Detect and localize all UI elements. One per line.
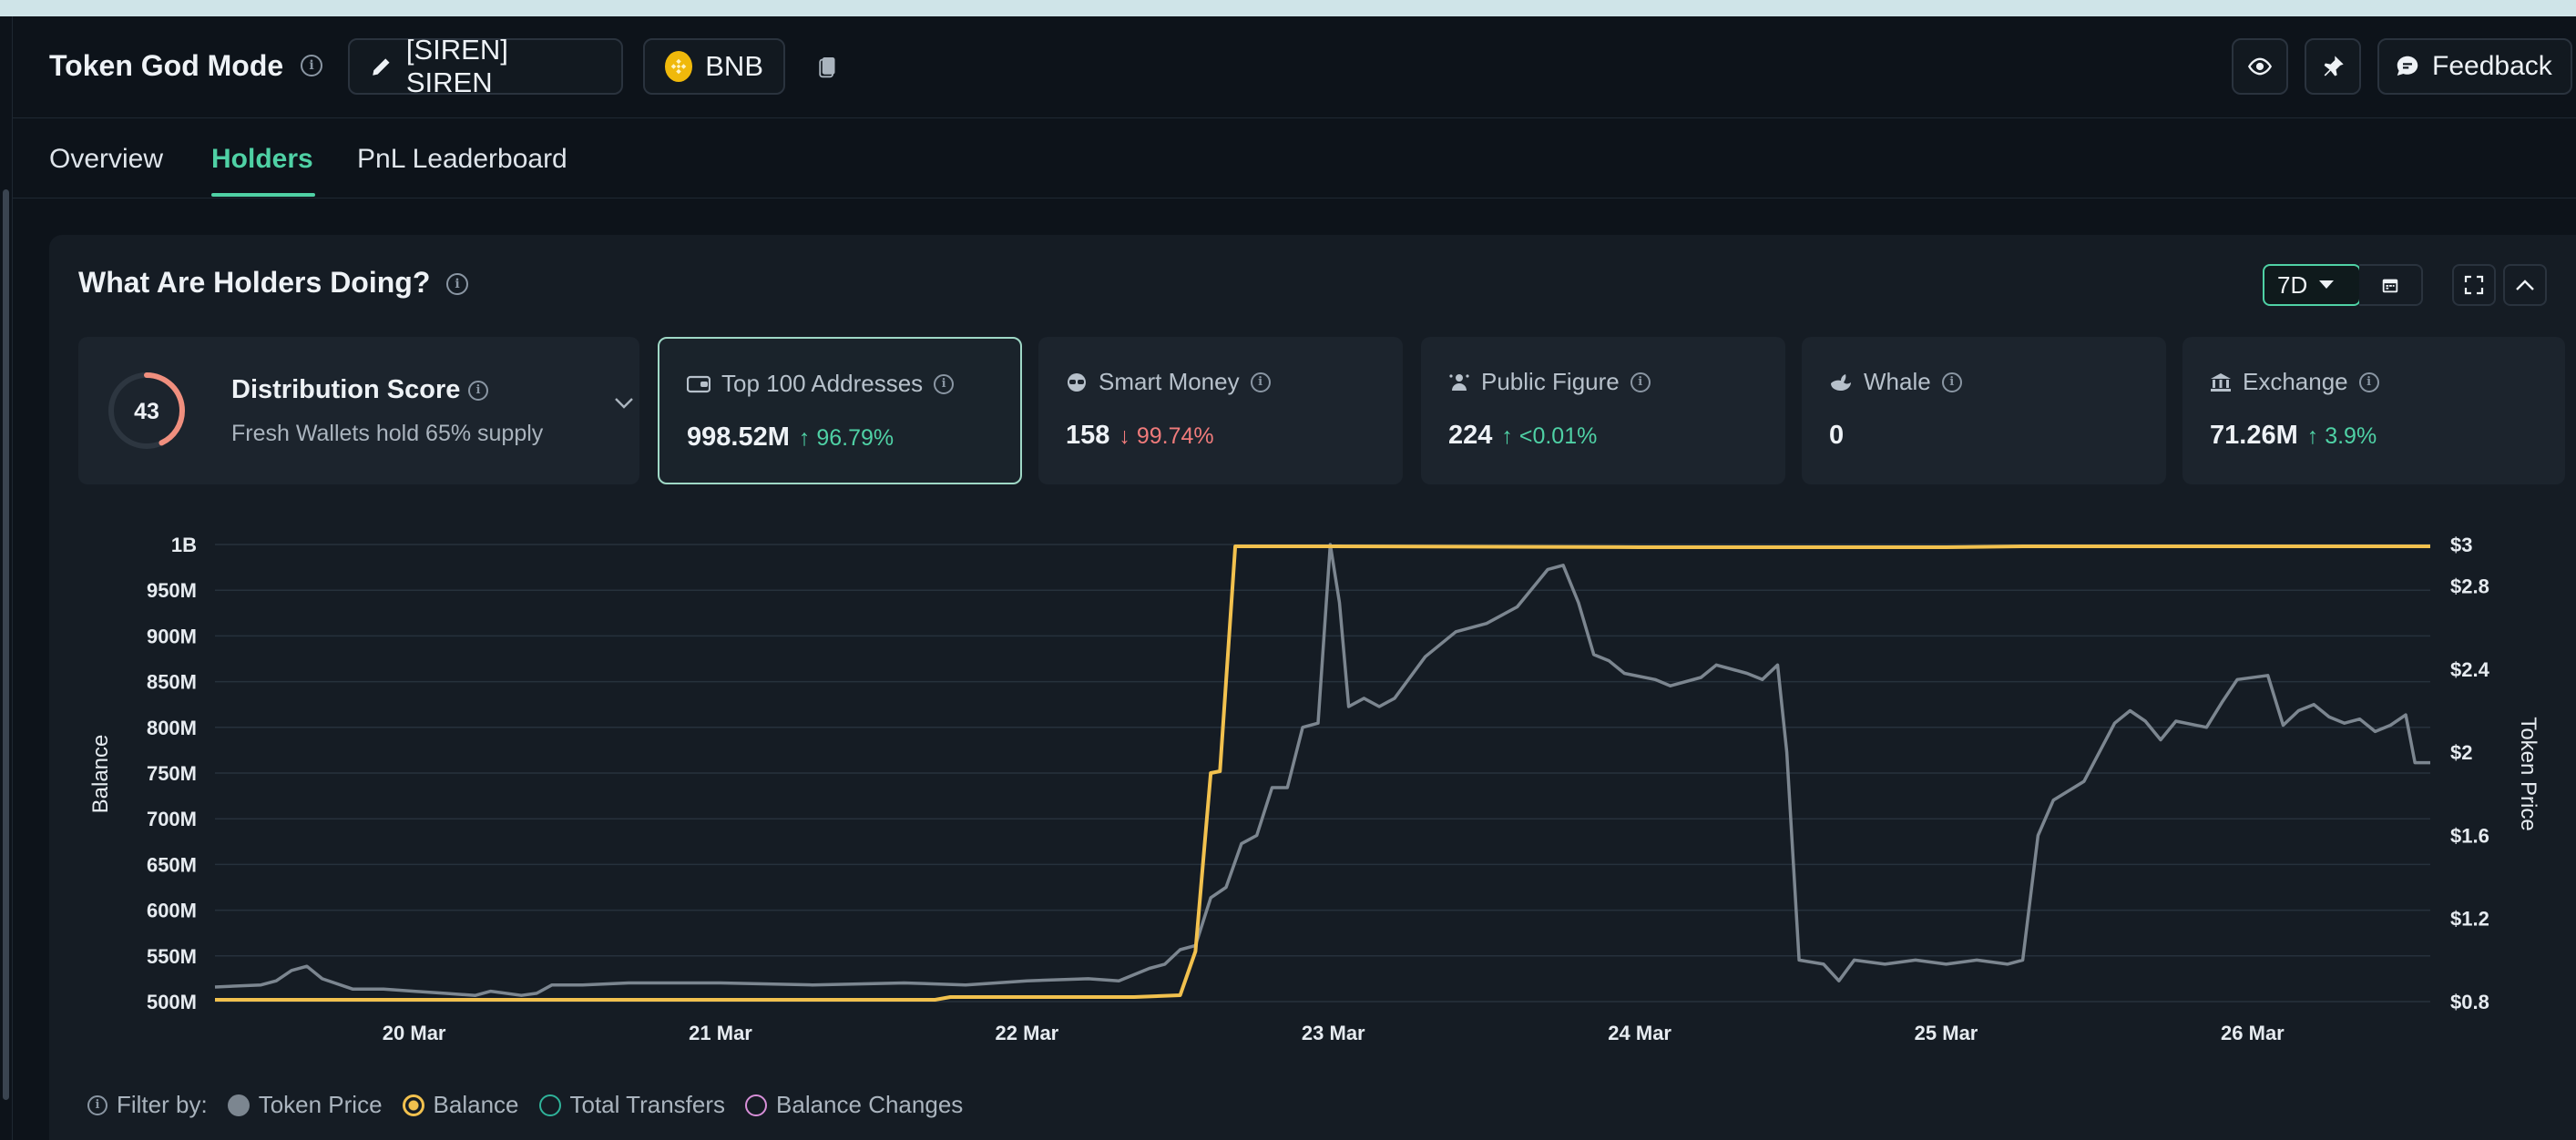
info-icon[interactable]: i	[301, 55, 322, 76]
change-up-indicator: ↑ <0.01%	[1501, 423, 1598, 449]
stat-card-whale[interactable]: Whale i 0	[1802, 337, 2166, 484]
info-icon[interactable]: i	[934, 373, 955, 394]
info-icon[interactable]: i	[446, 273, 468, 295]
chain-label: BNB	[705, 50, 763, 82]
tab-holders[interactable]: Holders	[211, 144, 313, 174]
collapse-button[interactable]	[2503, 264, 2547, 306]
distribution-score-card[interactable]: 43 Distribution Score i Fresh Wallets ho…	[78, 337, 639, 484]
fullscreen-button[interactable]	[2452, 264, 2496, 306]
card-label: Exchange	[2243, 368, 2348, 395]
filter-balance[interactable]: Balance	[402, 1091, 519, 1119]
stat-card-smart-money[interactable]: Smart Money i 158 ↓ 99.74%	[1038, 337, 1403, 484]
card-value: 998.52M	[687, 422, 790, 452]
distribution-score-value: 43	[134, 399, 159, 424]
tab-overview[interactable]: Overview	[49, 144, 164, 174]
stat-card-top-100-addresses[interactable]: Top 100 Addresses i 998.52M ↑ 96.79%	[658, 337, 1022, 484]
calendar-icon	[2382, 279, 2398, 293]
chain-selector[interactable]: BNB	[643, 38, 785, 95]
active-tab-indicator	[211, 193, 315, 197]
token-price-legend-dot	[227, 1094, 250, 1116]
app-header: Token God Mode i [SIREN] SIREN BNB Feedb…	[13, 16, 2576, 118]
panel-title: What Are Holders Doing?	[78, 266, 431, 299]
filter-label: Filter by:	[117, 1091, 208, 1118]
distribution-score-gauge: 43	[108, 372, 185, 449]
info-icon[interactable]: i	[87, 1094, 107, 1115]
card-value: 224	[1448, 421, 1493, 450]
wallet-icon	[687, 375, 710, 392]
browser-top-strip	[0, 0, 2576, 16]
info-icon[interactable]: i	[1630, 372, 1651, 392]
pin-button[interactable]	[2305, 38, 2361, 95]
card-value: 71.26M	[2210, 421, 2298, 450]
filter-token-price[interactable]: Token Price	[227, 1091, 383, 1119]
watch-button[interactable]	[2232, 38, 2288, 95]
token-label: [SIREN] SIREN	[405, 34, 508, 98]
tab-pnl-leaderboard[interactable]: PnL Leaderboard	[357, 144, 567, 174]
card-label: Top 100 Addresses	[721, 370, 924, 397]
eye-icon	[2247, 57, 2273, 76]
public-figure-icon	[1449, 373, 1469, 391]
expand-icon	[2464, 275, 2484, 295]
distribution-score-title: Distribution Score	[231, 375, 461, 404]
info-icon[interactable]: i	[1250, 372, 1271, 392]
smart-money-icon	[1068, 372, 1086, 392]
feedback-label: Feedback	[2432, 51, 2552, 81]
app-title: Token God Mode	[49, 49, 284, 82]
whale-icon	[1831, 373, 1851, 391]
page-scrollbar[interactable]	[0, 16, 13, 1140]
chevron-up-icon	[2516, 280, 2534, 290]
feedback-button[interactable]: Feedback	[2377, 38, 2572, 95]
chevron-down-icon	[2319, 280, 2335, 289]
change-up-indicator: ↑ 96.79%	[798, 425, 894, 451]
pin-icon	[2324, 56, 2344, 76]
card-label: Whale	[1864, 368, 1931, 395]
card-label: Public Figure	[1481, 368, 1620, 395]
period-dropdown[interactable]: 7D	[2263, 264, 2361, 306]
stat-card-public-figure[interactable]: Public Figure i 224 ↑ <0.01%	[1421, 337, 1785, 484]
chart-filter: i Filter by: Token Price Balance Total T…	[87, 1091, 963, 1119]
info-icon[interactable]: i	[2358, 372, 2379, 392]
total-transfers-legend-dot	[538, 1094, 561, 1116]
bnb-chain-icon	[665, 51, 693, 82]
card-value: 0	[1829, 421, 1845, 450]
change-down-indicator: ↓ 99.74%	[1119, 423, 1214, 449]
info-icon[interactable]: i	[468, 381, 488, 401]
pencil-icon	[373, 58, 390, 76]
stat-card-exchange[interactable]: Exchange i 71.26M ↑ 3.9%	[2182, 337, 2565, 484]
copy-icon[interactable]	[814, 53, 842, 80]
balance-changes-legend-dot	[745, 1094, 768, 1116]
scrollbar-thumb[interactable]	[3, 189, 9, 1100]
distribution-score-subtitle: Fresh Wallets hold 65% supply	[231, 421, 544, 446]
date-range-button[interactable]	[2359, 264, 2423, 306]
filter-total-transfers[interactable]: Total Transfers	[538, 1091, 725, 1119]
tab-bar: Overview Holders PnL Leaderboard	[13, 118, 2576, 198]
filter-balance-changes[interactable]: Balance Changes	[745, 1091, 963, 1119]
token-selector[interactable]: [SIREN] SIREN	[348, 34, 623, 98]
chat-bubble-icon	[2397, 56, 2418, 76]
period-label: 7D	[2277, 270, 2308, 299]
exchange-icon	[2211, 372, 2231, 392]
info-icon[interactable]: i	[1941, 372, 1962, 392]
holders-panel: What Are Holders Doing? i 7D 43 Distribu…	[49, 235, 2576, 1140]
card-label: Smart Money	[1099, 368, 1240, 395]
change-up-indicator: ↑ 3.9%	[2306, 423, 2377, 449]
card-value: 158	[1066, 421, 1110, 450]
balance-legend-dot	[402, 1094, 424, 1116]
chevron-down-icon[interactable]	[614, 397, 634, 410]
